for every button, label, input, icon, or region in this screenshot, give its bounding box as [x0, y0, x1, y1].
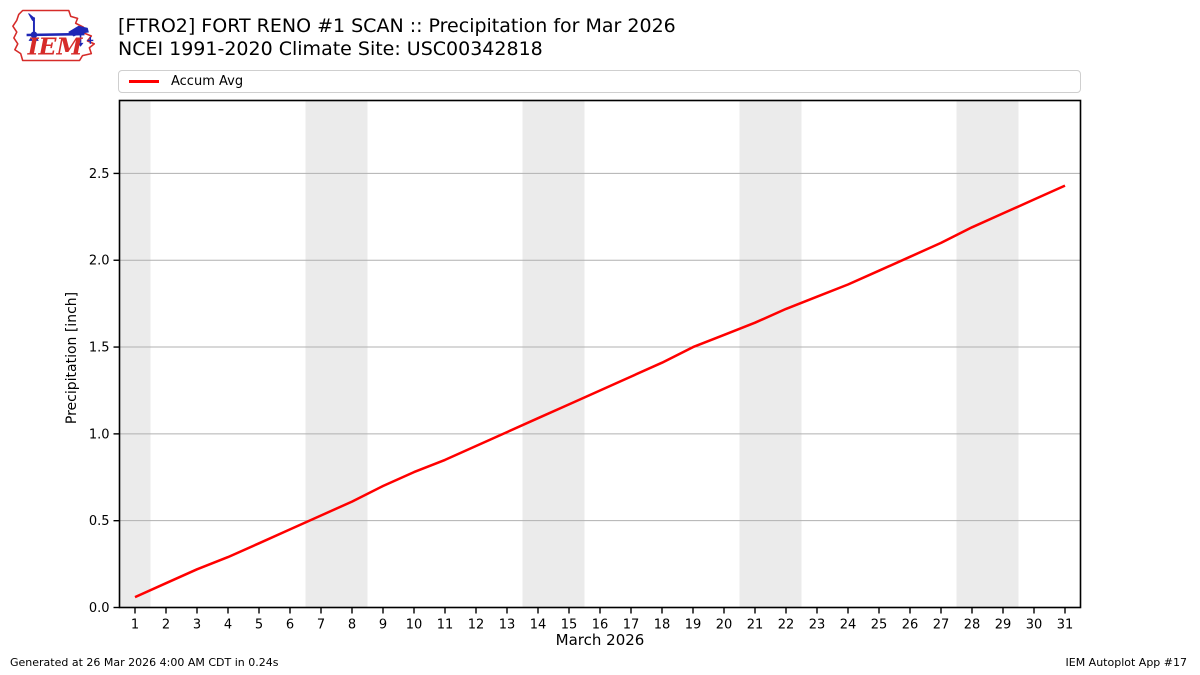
x-tick-label: 10 — [406, 618, 423, 633]
weekend-band — [739, 100, 802, 608]
generated-timestamp: Generated at 26 Mar 2026 4:00 AM CDT in … — [10, 656, 279, 669]
x-tick-label: 6 — [286, 618, 294, 633]
series-line-accum-avg — [134, 184, 1066, 599]
x-tick-label: 15 — [561, 618, 578, 633]
app-attribution: IEM Autoplot App #17 — [1065, 656, 1188, 669]
logo-text: IEM — [27, 33, 84, 61]
x-tick-label: 26 — [902, 618, 919, 633]
iowa-outline — [12, 9, 96, 62]
x-tick-label: 22 — [778, 618, 795, 633]
legend-label: Accum Avg — [171, 74, 244, 89]
x-tick-label: 16 — [592, 618, 609, 633]
x-tick-label: 20 — [716, 618, 733, 633]
weekend-band — [305, 100, 368, 608]
x-tick-label: 29 — [995, 618, 1012, 633]
weekend-band — [956, 100, 1019, 608]
x-tick-label: 23 — [809, 618, 826, 633]
x-tick-label: 4 — [224, 618, 232, 633]
x-tick-label: 18 — [654, 618, 671, 633]
x-tick-label: 7 — [317, 618, 325, 633]
plot-border — [118, 99, 1082, 609]
x-tick-label: 27 — [933, 618, 950, 633]
y-tick-label: 2.5 — [89, 167, 110, 182]
y-tick-label: 0.0 — [89, 601, 110, 616]
x-tick-label: 13 — [499, 618, 516, 633]
x-tick-label: 24 — [840, 618, 857, 633]
x-tick-label: 17 — [623, 618, 640, 633]
x-tick-label: 3 — [193, 618, 201, 633]
x-tick-label: 14 — [530, 618, 547, 633]
x-axis-label: March 2026 — [555, 631, 645, 649]
y-tick-label: 1.5 — [89, 341, 110, 356]
x-tick-label: 30 — [1026, 618, 1043, 633]
x-tick-label: 25 — [871, 618, 888, 633]
legend-line-swatch — [129, 80, 159, 83]
chart-title: [FTRO2] FORT RENO #1 SCAN :: Precipitati… — [118, 15, 676, 37]
x-tick-label: 11 — [437, 618, 454, 633]
y-tick-label: 0.5 — [89, 514, 110, 529]
weekend-band — [119, 100, 151, 608]
x-tick-label: 19 — [685, 618, 702, 633]
chart-titles: [FTRO2] FORT RENO #1 SCAN :: Precipitati… — [118, 15, 676, 61]
y-axis-label: Precipitation [inch] — [64, 291, 80, 425]
weathervane-icon — [26, 13, 94, 47]
y-tick-label: 1.0 — [89, 427, 110, 442]
weekend-band — [522, 100, 585, 608]
x-tick-label: 28 — [964, 618, 981, 633]
x-tick-label: 31 — [1057, 618, 1074, 633]
x-tick-label: 1 — [131, 618, 139, 633]
x-tick-label: 8 — [348, 618, 356, 633]
y-tick-label: 2.0 — [89, 254, 110, 269]
x-tick-label: 2 — [162, 618, 170, 633]
x-tick-label: 5 — [255, 618, 263, 633]
x-tick-label: 9 — [379, 618, 387, 633]
iem-logo: IEM — [12, 9, 96, 62]
x-tick-label: 21 — [747, 618, 764, 633]
chart-subtitle: NCEI 1991-2020 Climate Site: USC00342818 — [118, 38, 543, 60]
legend: Accum Avg — [118, 70, 1081, 93]
x-tick-label: 12 — [468, 618, 485, 633]
